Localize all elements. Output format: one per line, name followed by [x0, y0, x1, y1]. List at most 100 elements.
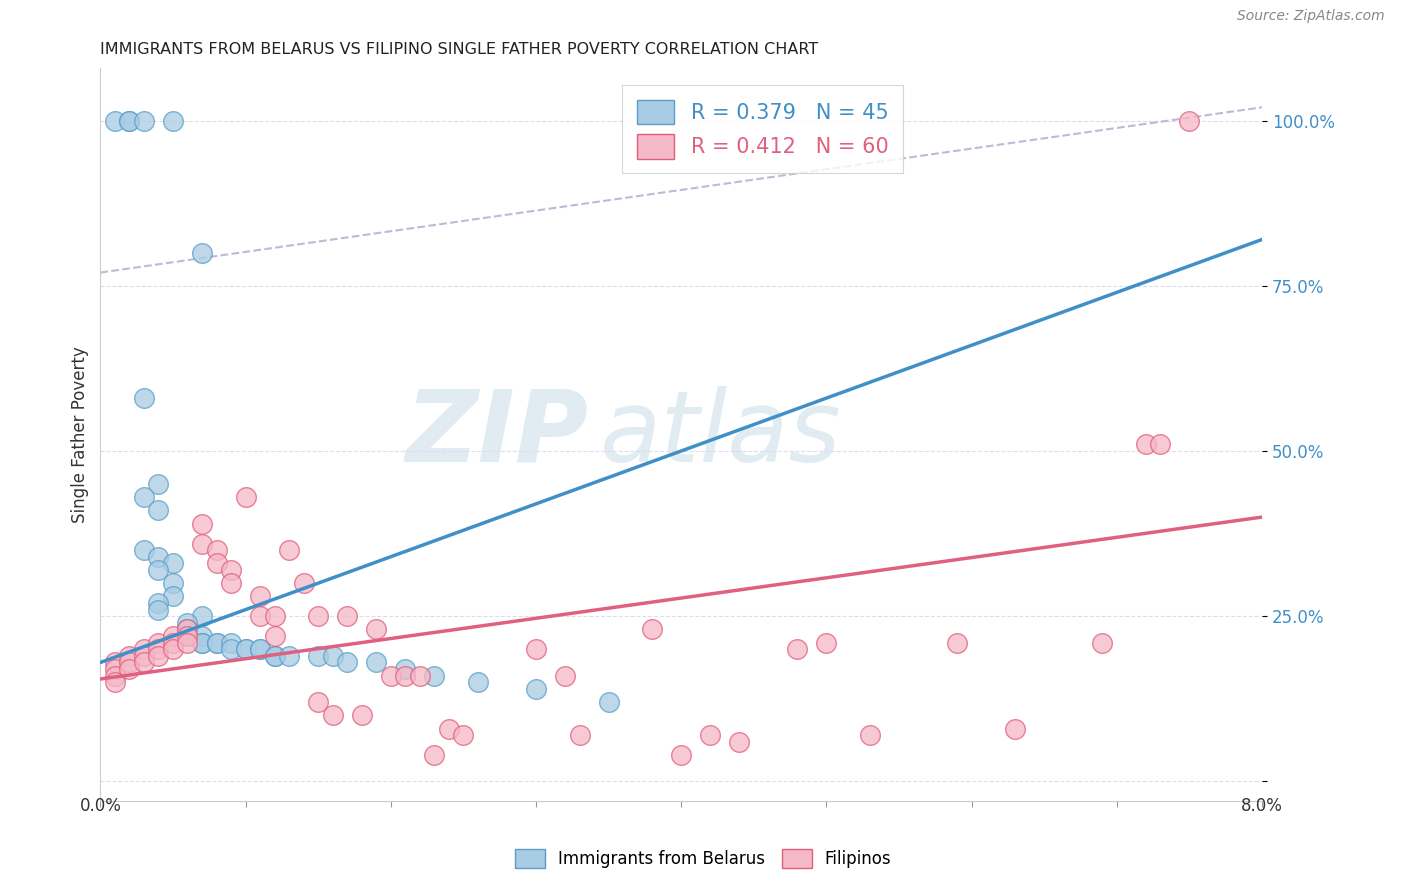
Point	[176, 635, 198, 649]
Text: 0.0%: 0.0%	[79, 797, 121, 815]
Point	[728, 735, 751, 749]
Point	[191, 629, 214, 643]
Point	[104, 113, 127, 128]
Point	[786, 642, 808, 657]
Point	[148, 503, 170, 517]
Point	[191, 635, 214, 649]
Point	[263, 648, 285, 663]
Point	[176, 623, 198, 637]
Point	[191, 609, 214, 624]
Point	[467, 675, 489, 690]
Point	[118, 648, 141, 663]
Point	[394, 662, 416, 676]
Text: 8.0%: 8.0%	[1241, 797, 1284, 815]
Point	[307, 609, 329, 624]
Point	[554, 669, 576, 683]
Point	[409, 669, 432, 683]
Y-axis label: Single Father Poverty: Single Father Poverty	[72, 346, 89, 523]
Point	[235, 642, 257, 657]
Point	[191, 536, 214, 550]
Point	[191, 635, 214, 649]
Point	[132, 656, 155, 670]
Point	[118, 113, 141, 128]
Point	[176, 615, 198, 630]
Point	[1149, 437, 1171, 451]
Point	[148, 602, 170, 616]
Point	[263, 648, 285, 663]
Point	[235, 642, 257, 657]
Point	[205, 543, 228, 558]
Point	[104, 662, 127, 676]
Point	[278, 543, 301, 558]
Point	[176, 623, 198, 637]
Point	[699, 728, 721, 742]
Point	[1178, 113, 1201, 128]
Point	[366, 656, 388, 670]
Point	[249, 590, 271, 604]
Point	[815, 635, 838, 649]
Point	[191, 516, 214, 531]
Point	[249, 642, 271, 657]
Point	[132, 391, 155, 405]
Point	[1004, 722, 1026, 736]
Point	[322, 648, 344, 663]
Point	[205, 635, 228, 649]
Point	[366, 623, 388, 637]
Point	[307, 695, 329, 709]
Point	[205, 557, 228, 571]
Point	[148, 596, 170, 610]
Point	[148, 635, 170, 649]
Point	[104, 656, 127, 670]
Text: IMMIGRANTS FROM BELARUS VS FILIPINO SINGLE FATHER POVERTY CORRELATION CHART: IMMIGRANTS FROM BELARUS VS FILIPINO SING…	[100, 42, 818, 57]
Point	[176, 629, 198, 643]
Point	[162, 642, 184, 657]
Point	[132, 490, 155, 504]
Point	[1135, 437, 1157, 451]
Text: ZIP: ZIP	[405, 386, 588, 483]
Point	[118, 113, 141, 128]
Point	[598, 695, 620, 709]
Point	[219, 642, 242, 657]
Point	[148, 642, 170, 657]
Legend: R = 0.379   N = 45, R = 0.412   N = 60: R = 0.379 N = 45, R = 0.412 N = 60	[621, 86, 903, 173]
Point	[263, 629, 285, 643]
Point	[132, 543, 155, 558]
Point	[453, 728, 475, 742]
Point	[322, 708, 344, 723]
Point	[191, 245, 214, 260]
Point	[380, 669, 402, 683]
Point	[219, 576, 242, 591]
Point	[176, 629, 198, 643]
Point	[568, 728, 591, 742]
Point	[336, 656, 359, 670]
Point	[162, 590, 184, 604]
Point	[292, 576, 315, 591]
Point	[423, 747, 446, 762]
Point	[104, 675, 127, 690]
Point	[162, 635, 184, 649]
Point	[524, 642, 547, 657]
Point	[162, 576, 184, 591]
Point	[249, 609, 271, 624]
Point	[132, 113, 155, 128]
Point	[263, 609, 285, 624]
Point	[118, 662, 141, 676]
Point	[278, 648, 301, 663]
Point	[148, 477, 170, 491]
Point	[336, 609, 359, 624]
Point	[1091, 635, 1114, 649]
Text: atlas: atlas	[600, 386, 842, 483]
Point	[249, 642, 271, 657]
Point	[669, 747, 692, 762]
Point	[859, 728, 882, 742]
Legend: Immigrants from Belarus, Filipinos: Immigrants from Belarus, Filipinos	[508, 842, 898, 875]
Point	[162, 629, 184, 643]
Text: Source: ZipAtlas.com: Source: ZipAtlas.com	[1237, 9, 1385, 22]
Point	[423, 669, 446, 683]
Point	[307, 648, 329, 663]
Point	[524, 681, 547, 696]
Point	[219, 635, 242, 649]
Point	[148, 563, 170, 577]
Point	[162, 113, 184, 128]
Point	[148, 648, 170, 663]
